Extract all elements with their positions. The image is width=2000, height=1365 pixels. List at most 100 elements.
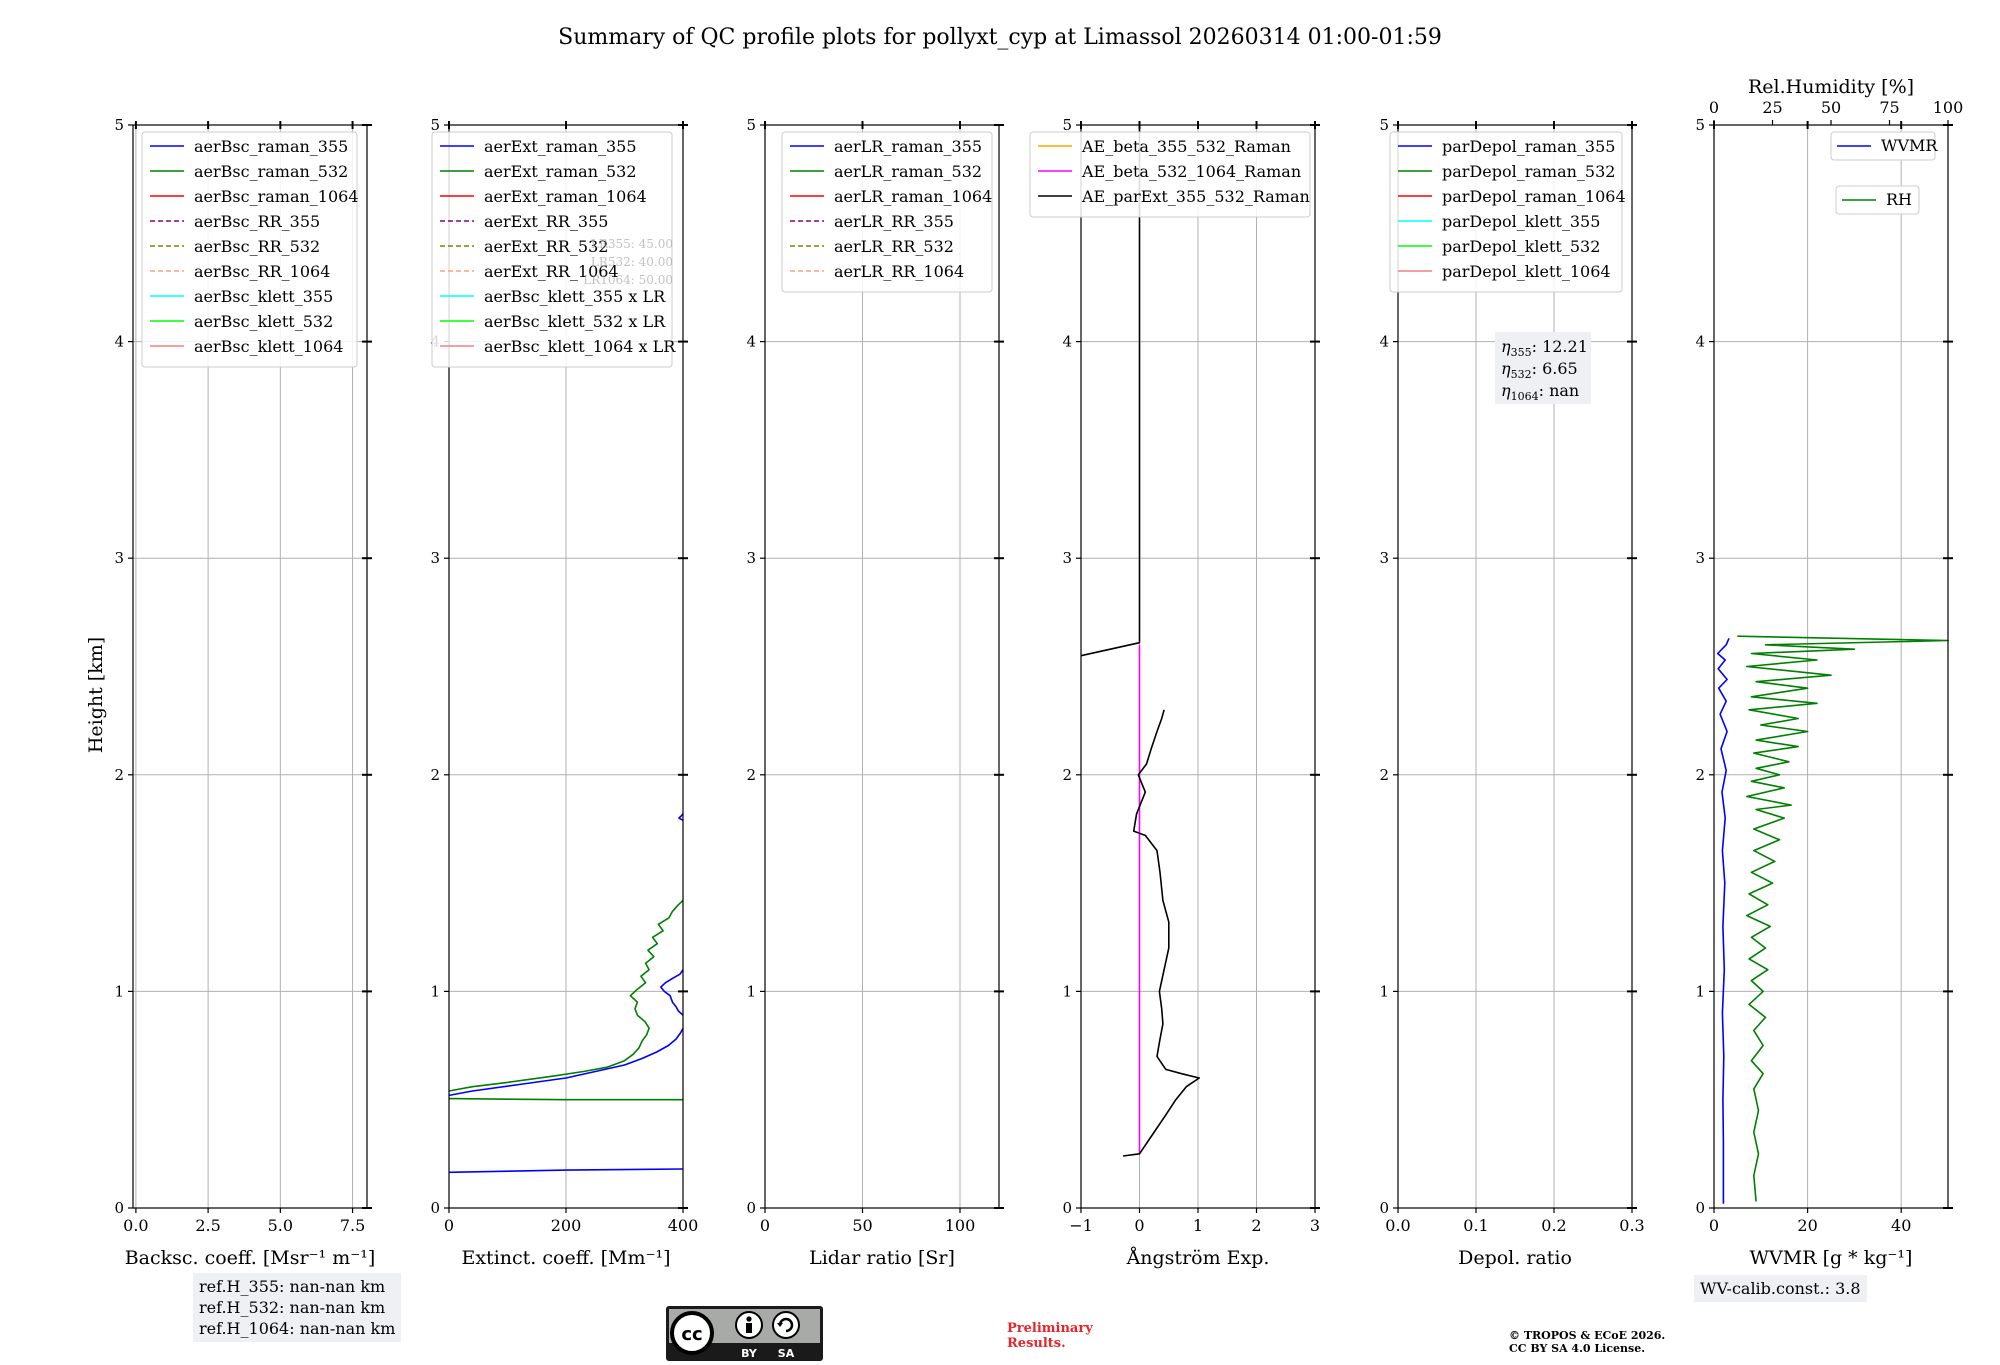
x-tick-label: 0.1 <box>1463 1216 1488 1235</box>
y-tick-label: 3 <box>1379 549 1389 567</box>
series-RH <box>1737 635 1949 1202</box>
legend-label: parDepol_raman_1064 <box>1442 187 1626 206</box>
x-axis-label: Lidar ratio [Sr] <box>809 1247 955 1269</box>
x2-tick-label: 25 <box>1762 98 1782 117</box>
x-axis-label: Ångström Exp. <box>1126 1247 1270 1269</box>
svg-text:cc: cc <box>681 1324 702 1345</box>
y-tick-label: 5 <box>1695 116 1705 134</box>
y-tick-label: 1 <box>1695 982 1705 1000</box>
x-tick-label: 2.5 <box>195 1216 220 1235</box>
y-tick-label: 1 <box>430 982 440 1000</box>
x-tick-label: 100 <box>945 1216 976 1235</box>
preliminary-note: Preliminary Results. <box>1007 1321 1093 1351</box>
y-tick-label: 1 <box>746 982 756 1000</box>
y-tick-label: 1 <box>114 982 124 1000</box>
legend-box <box>431 131 673 368</box>
y-tick-label: 5 <box>746 116 756 134</box>
y-tick-label: 5 <box>114 116 124 134</box>
series-aerExt_raman_355 <box>659 969 684 1016</box>
preliminary-line-1: Preliminary <box>1007 1321 1093 1336</box>
legend-label: aerBsc_klett_1064 <box>194 337 343 356</box>
x-tick-label: 2 <box>1251 1216 1261 1235</box>
legend-box <box>781 131 993 293</box>
x-tick-label: 0 <box>1709 1216 1719 1235</box>
x-tick-label: 0.0 <box>123 1216 148 1235</box>
series-WVMR <box>1716 637 1730 1204</box>
legend-label: parDepol_klett_355 <box>1442 212 1600 231</box>
copyright-note: © TROPOS & ECoE 2026. CC BY SA 4.0 Licen… <box>1509 1329 1665 1355</box>
legend-label: AE_beta_355_532_Raman <box>1081 137 1291 156</box>
legend-label: aerBsc_raman_355 <box>194 137 348 156</box>
series-AE_parExt_355_532_Raman <box>1080 125 1141 657</box>
legend-label: aerExt_raman_355 <box>484 137 637 156</box>
x-tick-label: 40 <box>1891 1216 1911 1235</box>
series-aerExt_raman_532 <box>448 1097 683 1101</box>
legend-label: aerLR_RR_355 <box>834 212 954 231</box>
y-axis-label: Height [km] <box>85 637 107 753</box>
license-sa-label: SA <box>778 1347 795 1360</box>
lidar-ratio-annotation: LR532: 40.00 <box>591 255 673 269</box>
preliminary-line-2: Results. <box>1007 1336 1066 1351</box>
lidar-ratio-annotation: LR1064: 50.00 <box>583 273 673 287</box>
x-tick-label: 3 <box>1310 1216 1320 1235</box>
x-tick-label: 7.5 <box>340 1216 365 1235</box>
y-tick-label: 5 <box>1062 116 1072 134</box>
legend-label: aerBsc_RR_532 <box>194 237 320 256</box>
y-tick-label: 3 <box>1062 549 1072 567</box>
x-tick-label: 200 <box>551 1216 582 1235</box>
legend-label: aerExt_raman_532 <box>484 162 637 181</box>
legend-label: WVMR <box>1881 136 1938 155</box>
legend-label: aerBsc_klett_355 <box>194 287 333 306</box>
legend-label: AE_beta_532_1064_Raman <box>1081 162 1301 181</box>
reference-height-box: ref.H_355: nan-nan km ref.H_532: nan-nan… <box>193 1273 402 1342</box>
y-tick-label: 0 <box>1379 1199 1389 1217</box>
wv-calibration-constant: WV-calib.const.: 3.8 <box>1700 1279 1861 1298</box>
x-axis-label: Depol. ratio <box>1458 1247 1572 1269</box>
panel-ext: 0123450200400Extinct. coeff. [Mm⁻¹]aerEx… <box>430 116 698 1269</box>
legend-label: aerBsc_klett_532 x LR <box>484 312 666 331</box>
y-tick-label: 3 <box>430 549 440 567</box>
cc-icon <box>670 1311 714 1355</box>
copyright-line-1: © TROPOS & ECoE 2026. <box>1509 1329 1666 1342</box>
series-aerExt_raman_355 <box>448 1168 684 1174</box>
y-tick-label: 3 <box>114 549 124 567</box>
cc-license-badge: cc BY SA <box>666 1306 823 1361</box>
y-tick-label: 0 <box>114 1199 124 1217</box>
series-AE_parExt_355_532_Raman <box>1122 709 1200 1157</box>
x2-tick-label: 100 <box>1933 98 1964 117</box>
x-tick-label: 0.3 <box>1619 1216 1644 1235</box>
legend-label: aerBsc_klett_1064 x LR <box>484 337 676 356</box>
x-tick-label: 1 <box>1193 1216 1203 1235</box>
ref-height-532: ref.H_532: nan-nan km <box>199 1298 386 1317</box>
x-axis-label: WVMR [g * kg⁻¹] <box>1750 1247 1913 1269</box>
panel-depol: 0 1 2 3 4 5 0.0 0.1 0.2 0.3 Depol. ratio parDepol_r… <box>1379 116 1644 1269</box>
legend-label: aerLR_raman_532 <box>834 162 982 181</box>
y-tick-label: 5 <box>1379 116 1389 134</box>
panel-bsc: 0 1 2 3 4 5 0.0 2.5 5.0 7.5 Backsc. coeff. [Msr⁻¹ … <box>114 116 375 1269</box>
y-tick-label: 0 <box>430 1199 440 1217</box>
y-tick-label: 4 <box>746 333 756 351</box>
x-tick-label: 0 <box>444 1216 454 1235</box>
legend-label: aerBsc_RR_355 <box>194 212 320 231</box>
series-aerExt_raman_355 <box>678 813 684 822</box>
eta-row: η1064: nan <box>1501 381 1579 403</box>
legend-label: aerBsc_raman_1064 <box>194 187 359 206</box>
legend-box <box>1029 131 1311 218</box>
axes-frame <box>132 124 368 1209</box>
series-aerExt_raman_532 <box>448 899 684 1092</box>
y-tick-label: 4 <box>1695 333 1705 351</box>
x-tick-label: 20 <box>1797 1216 1817 1235</box>
y-tick-label: 2 <box>1062 766 1072 784</box>
y-tick-label: 5 <box>430 116 440 134</box>
share-alike-icon <box>772 1311 800 1339</box>
y-tick-label: 0 <box>746 1199 756 1217</box>
legend-label: parDepol_klett_532 <box>1442 237 1600 256</box>
x-tick-label: 0.0 <box>1385 1216 1410 1235</box>
wv-calibration-box: WV-calib.const.: 3.8 <box>1694 1275 1867 1302</box>
legend-label: aerExt_RR_355 <box>484 212 608 231</box>
legend-box <box>141 131 358 368</box>
y-tick-label: 4 <box>1062 333 1072 351</box>
x-tick-label: −1 <box>1069 1216 1093 1235</box>
